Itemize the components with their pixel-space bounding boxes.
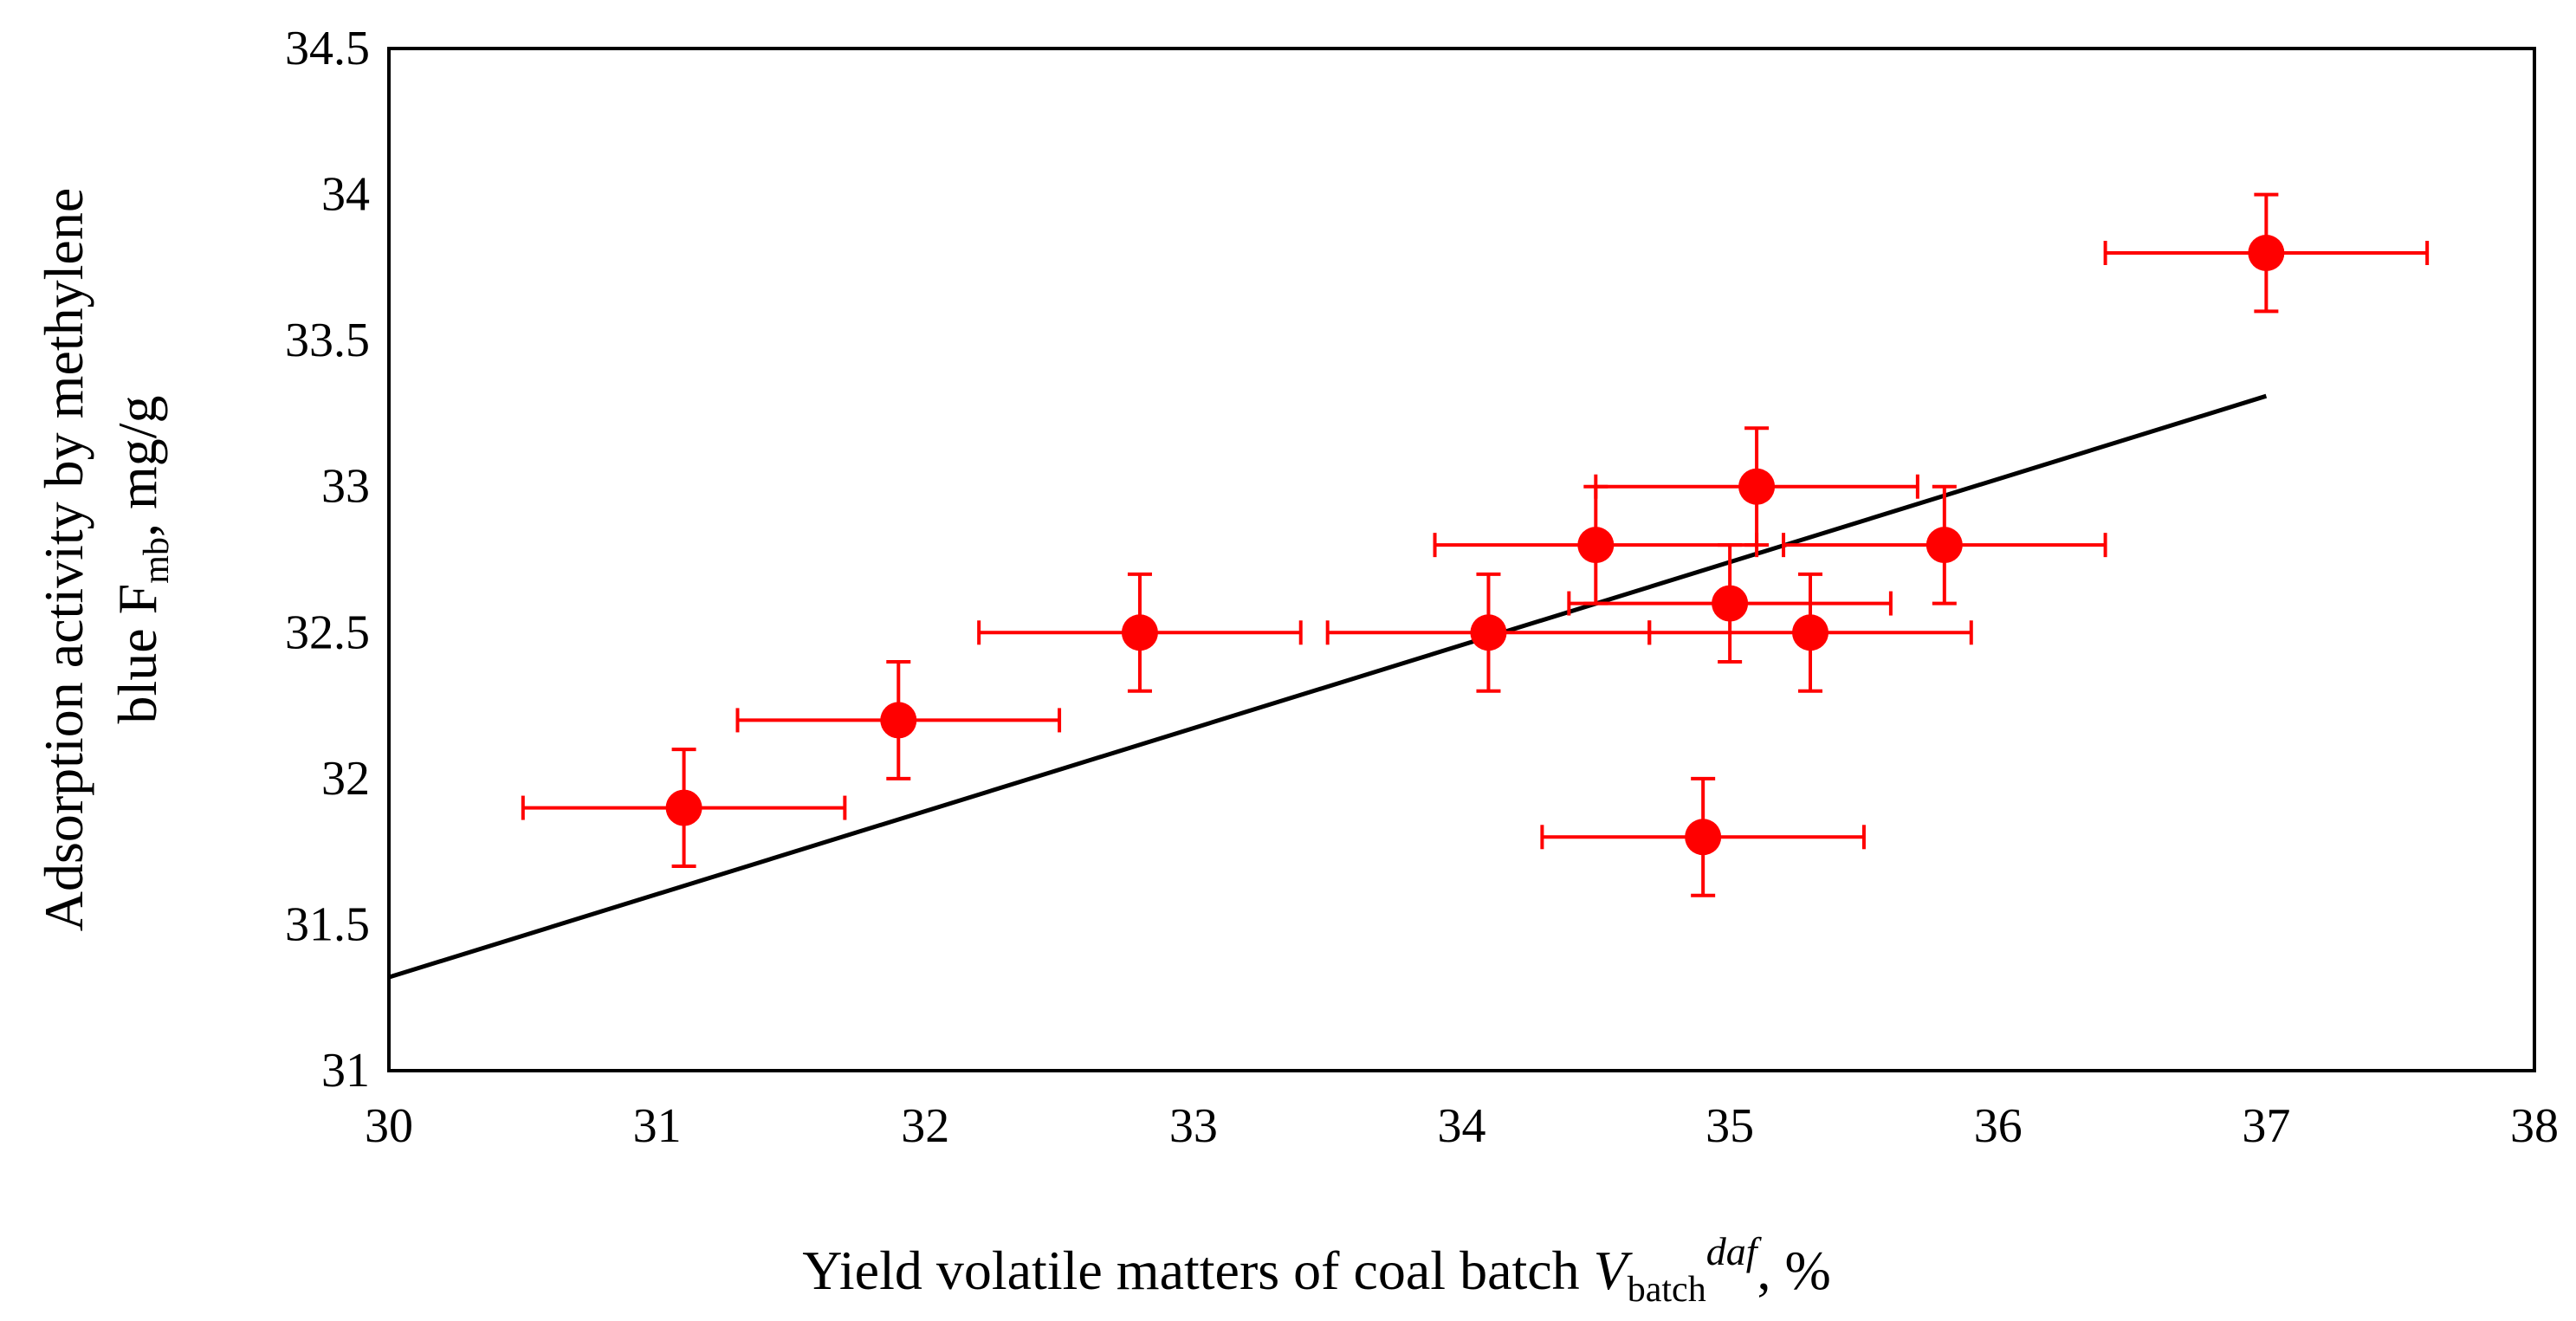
- y-axis-title-line2-prefix: blue F: [107, 584, 168, 724]
- x-axis-title: Yield volatile matters of coal batch Vba…: [802, 1229, 1831, 1310]
- y-tick-label: 33.5: [285, 314, 370, 367]
- y-tick-label: 33: [321, 460, 370, 514]
- x-tick-label: 32: [901, 1099, 949, 1153]
- data-point-group: [521, 748, 847, 868]
- x-tick-label: 30: [365, 1099, 413, 1153]
- data-point-group: [1782, 484, 2107, 605]
- y-tick-label: 32.5: [285, 605, 370, 659]
- data-points-group: [521, 192, 2430, 897]
- y-tick-label: 34.5: [285, 22, 370, 75]
- y-axis-ticks: 31 31.5 32 32.5 33 33.5 34 34.5: [285, 22, 370, 1098]
- trendline-group: [388, 393, 2268, 980]
- x-axis-ticks: 30 31 32 33 34 35 36 37 38: [365, 1099, 2559, 1153]
- data-point-group: [1567, 543, 1893, 664]
- y-axis-title-line1: Adsorption activity by methylene: [33, 188, 94, 932]
- x-tick-label: 33: [1169, 1099, 1218, 1153]
- data-point-group: [2103, 192, 2430, 314]
- x-axis-title-prefix: Yield volatile matters of coal batch: [802, 1240, 1593, 1301]
- data-point-group: [1325, 572, 1652, 693]
- x-axis-title-superscript: daf: [1706, 1229, 1763, 1273]
- y-tick-label: 34: [321, 168, 370, 222]
- y-axis-title-line2: blue Fmb, mg/g: [107, 395, 177, 723]
- x-axis-title-suffix: , %: [1757, 1240, 1830, 1301]
- data-point: [1685, 819, 1722, 856]
- data-point: [1712, 585, 1749, 622]
- x-tick-label: 36: [1974, 1099, 2023, 1153]
- data-point: [1738, 468, 1776, 505]
- data-point-group: [735, 660, 1062, 780]
- data-point-group: [977, 572, 1303, 693]
- y-tick-label: 31.5: [285, 897, 370, 951]
- y-axis-title: Adsorption activity by methylene blue Fm…: [33, 188, 177, 932]
- data-point: [1792, 614, 1829, 651]
- trendline: [388, 393, 2268, 980]
- plot-area-frame: [387, 47, 2536, 1072]
- x-axis-title-symbol: V: [1594, 1240, 1634, 1301]
- y-axis-title-line2-subscript: mb: [137, 537, 177, 584]
- data-point: [1577, 527, 1615, 564]
- data-point: [1470, 614, 1507, 651]
- data-point: [1926, 527, 1963, 564]
- x-tick-label: 37: [2242, 1099, 2290, 1153]
- data-point: [2248, 235, 2285, 271]
- data-point: [1121, 614, 1158, 651]
- data-point: [880, 702, 917, 739]
- data-point-group: [1647, 572, 1973, 693]
- x-tick-label: 35: [1705, 1099, 1754, 1153]
- y-tick-label: 32: [321, 752, 370, 806]
- x-axis-title-subscript: batch: [1628, 1270, 1706, 1310]
- data-point-group: [1594, 426, 1919, 547]
- data-point: [665, 789, 702, 826]
- x-tick-label: 34: [1438, 1099, 1486, 1153]
- data-point-group: [1540, 776, 1866, 897]
- y-tick-label: 31: [321, 1044, 370, 1098]
- y-axis-title-line2-suffix: , mg/g: [107, 395, 168, 537]
- x-tick-label: 31: [633, 1099, 682, 1153]
- x-tick-label: 38: [2510, 1099, 2559, 1153]
